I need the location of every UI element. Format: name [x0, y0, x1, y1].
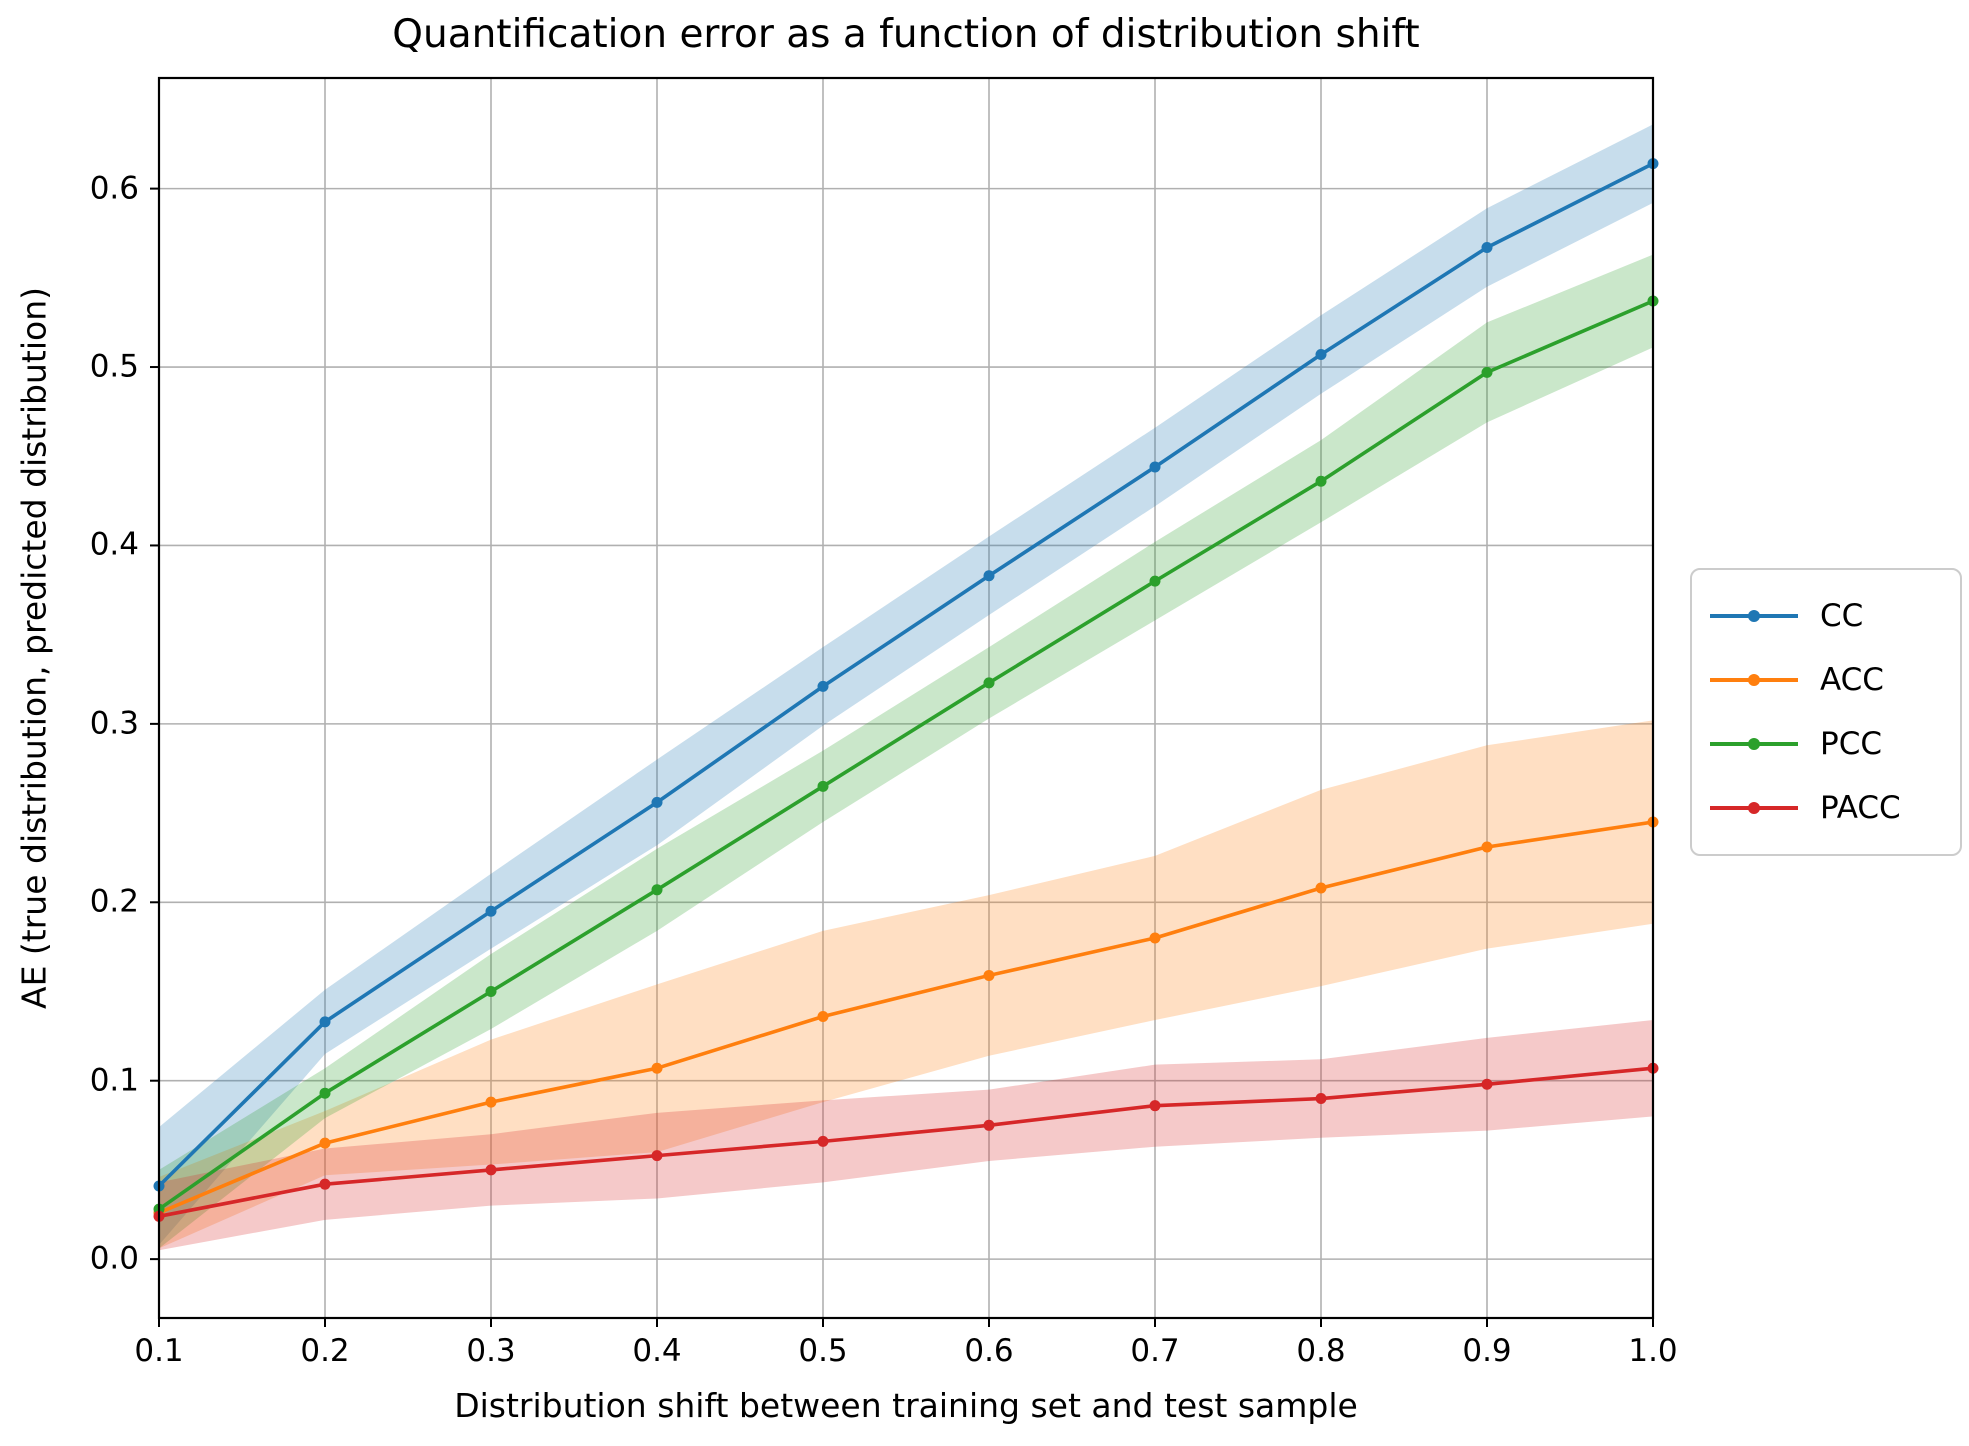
data-point-CC — [983, 570, 995, 582]
x-tick-label: 0.2 — [300, 1333, 350, 1369]
chart-title: Quantification error as a function of di… — [392, 12, 1420, 57]
data-point-ACC — [319, 1137, 331, 1149]
data-point-PACC — [1315, 1093, 1327, 1105]
data-point-PACC — [651, 1150, 663, 1162]
legend-label: PACC — [1820, 790, 1901, 826]
data-point-ACC — [485, 1096, 497, 1108]
data-point-PACC — [983, 1119, 995, 1131]
data-point-CC — [485, 905, 497, 917]
legend-line-sample — [1710, 674, 1798, 686]
series-line-ACC — [158, 820, 1654, 1215]
data-point-PACC — [485, 1164, 497, 1176]
x-tick-label: 0.6 — [964, 1333, 1014, 1369]
data-point-ACC — [1149, 932, 1161, 944]
legend-item-ACC: ACC — [1710, 648, 1936, 712]
x-tick-label: 0.5 — [798, 1333, 848, 1369]
y-tick-label: 0.0 — [89, 1240, 139, 1277]
series-line-PACC — [158, 1066, 1654, 1219]
data-point-CC — [1481, 241, 1493, 253]
data-point-PCC — [1481, 366, 1493, 378]
y-tick-label: 0.2 — [89, 883, 139, 920]
legend-line-sample — [1710, 738, 1798, 750]
legend-label: CC — [1820, 598, 1864, 634]
legend: CC ACC PCC PACC — [1690, 568, 1962, 856]
x-tick-label: 1.0 — [1628, 1333, 1678, 1369]
legend-label: PCC — [1820, 726, 1882, 762]
y-tick-label: 0.6 — [89, 170, 139, 207]
series-line-PCC — [157, 299, 1654, 1211]
x-tick-label: 0.8 — [1296, 1333, 1346, 1369]
data-point-PCC — [1315, 475, 1327, 487]
data-point-ACC — [651, 1062, 663, 1074]
data-point-PCC — [651, 884, 663, 896]
y-axis-label: AE (true distribution, predicted distrib… — [14, 286, 54, 1010]
legend-item-PACC: PACC — [1710, 776, 1936, 840]
y-tick-label: 0.1 — [89, 1062, 139, 1099]
data-point-CC — [817, 680, 829, 692]
y-tick-label: 0.5 — [89, 348, 139, 385]
data-point-PACC — [319, 1178, 331, 1190]
legend-marker-dot — [1748, 802, 1760, 814]
legend-item-PCC: PCC — [1710, 712, 1936, 776]
data-point-PCC — [319, 1087, 331, 1099]
data-point-CC — [1149, 461, 1161, 473]
data-point-ACC — [983, 969, 995, 981]
x-tick-label: 0.7 — [1130, 1333, 1180, 1369]
series-line-CC — [157, 162, 1654, 1188]
data-point-PCC — [983, 677, 995, 689]
series-band-CC — [159, 124, 1653, 1245]
x-axis-label: Distribution shift between training set … — [454, 1386, 1358, 1425]
data-point-PCC — [817, 780, 829, 792]
data-point-PCC — [485, 985, 497, 997]
legend-line-sample — [1710, 802, 1798, 814]
legend-marker-dot — [1748, 674, 1760, 686]
x-tick-label: 0.3 — [466, 1333, 516, 1369]
x-tick-label: 0.1 — [134, 1333, 184, 1369]
data-point-CC — [319, 1016, 331, 1028]
data-point-PACC — [817, 1135, 829, 1147]
legend-line-sample — [1710, 610, 1798, 622]
series-band-PCC — [159, 254, 1653, 1249]
data-point-PACC — [1481, 1078, 1493, 1090]
data-point-ACC — [1315, 882, 1327, 894]
y-tick-label: 0.3 — [89, 705, 139, 742]
x-tick-label: 0.4 — [632, 1333, 682, 1369]
plot-border — [157, 76, 1655, 1320]
x-tick-label: 0.9 — [1462, 1333, 1512, 1369]
legend-marker-dot — [1748, 738, 1760, 750]
data-point-PACC — [1149, 1100, 1161, 1112]
data-point-PCC — [1149, 575, 1161, 587]
legend-label: ACC — [1820, 662, 1884, 698]
data-point-CC — [1315, 349, 1327, 361]
data-point-ACC — [817, 1010, 829, 1022]
legend-item-CC: CC — [1710, 584, 1936, 648]
legend-marker-dot — [1748, 610, 1760, 622]
data-point-ACC — [1481, 841, 1493, 853]
data-point-CC — [651, 796, 663, 808]
series-band-ACC — [159, 720, 1653, 1249]
y-tick-label: 0.4 — [89, 526, 139, 563]
